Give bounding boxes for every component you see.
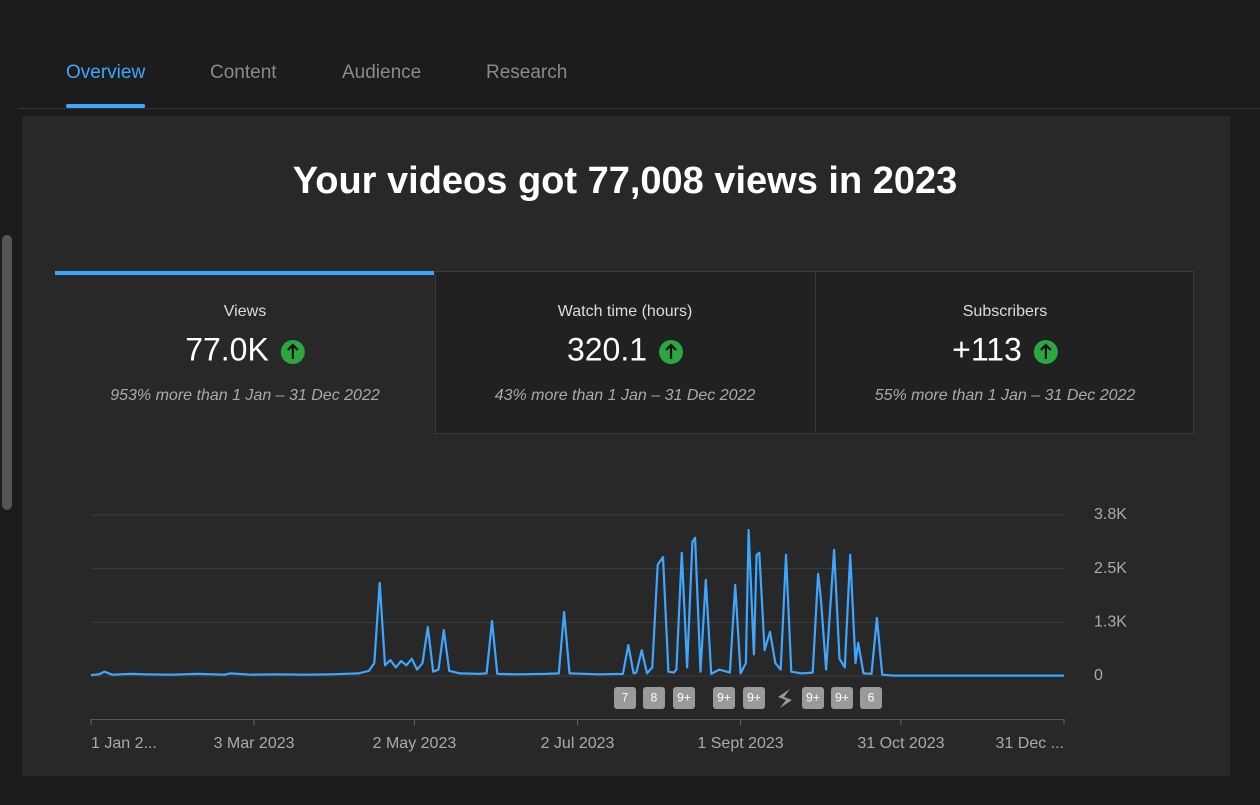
event-marker[interactable]: [831, 687, 853, 709]
x-tick-label: 1 Jan 2...: [91, 735, 157, 752]
event-marker-label: 9+: [677, 691, 691, 705]
tab[interactable]: Audience: [342, 62, 421, 83]
active-card-bar: [55, 271, 434, 275]
tab[interactable]: Research: [486, 62, 567, 83]
card-value: +113: [952, 331, 1022, 367]
up-arrow: [287, 343, 299, 359]
event-marker-label: 9+: [806, 691, 820, 705]
active-card: [55, 271, 435, 434]
card-change: 43% more than 1 Jan – 31 Dec 2022: [495, 387, 756, 404]
card-change: 953% more than 1 Jan – 31 Dec 2022: [110, 387, 380, 404]
event-marker[interactable]: [860, 687, 882, 709]
card-label: Views: [224, 303, 266, 320]
x-tick-label: 1 Sept 2023: [697, 735, 783, 752]
up-arrow: [1040, 343, 1052, 359]
y-tick-label: 3.8K: [1094, 506, 1127, 523]
event-marker-label: 9+: [717, 691, 731, 705]
y-tick-label: 0: [1094, 667, 1103, 684]
event-marker-label: 6: [868, 691, 875, 705]
card-value: 320.1: [567, 331, 647, 367]
event-marker[interactable]: [713, 687, 735, 709]
cards: Views 77.0K 953% more than 1 Jan – 31 Dec …: [110, 303, 1135, 404]
panel: [22, 116, 1230, 776]
event-marker[interactable]: [614, 687, 636, 709]
y-tick-label: 1.3K: [1094, 614, 1127, 631]
x-tick-label: 2 May 2023: [373, 735, 457, 752]
card-label: Watch time (hours): [558, 303, 693, 320]
x-tick-label: 31 Dec ...: [996, 735, 1064, 752]
event-marker-label: 9+: [747, 691, 761, 705]
x-tick-label: 3 Mar 2023: [214, 735, 295, 752]
event-marker[interactable]: [643, 687, 665, 709]
x-tick-label: 2 Jul 2023: [541, 735, 615, 752]
scrollbar: [2, 235, 12, 510]
tab[interactable]: Content: [210, 62, 277, 83]
event-marker[interactable]: [673, 687, 695, 709]
chart: 0 1.3K 2.5K 3.8K 1 Jan 2... 3 Mar 2023 2 May 2…: [90, 506, 1127, 752]
views-line: [90, 528, 1064, 677]
tabs: Overview Content Audience Research: [66, 62, 567, 108]
card-change: 55% more than 1 Jan – 31 Dec 2022: [875, 387, 1136, 404]
event-marker-label: 7: [622, 691, 629, 705]
tab-underline: [66, 104, 146, 108]
headline: Your videos got 77,008 views in 2023: [293, 160, 958, 202]
shorts-icon[interactable]: [778, 689, 792, 708]
up-arrow: [665, 343, 677, 359]
x-tick-label: 31 Oct 2023: [857, 735, 944, 752]
tab[interactable]: Overview: [66, 62, 145, 83]
event-marker[interactable]: [743, 687, 765, 709]
event-marker-label: 8: [651, 691, 658, 705]
card-value: 77.0K: [185, 331, 269, 367]
y-tick-label: 2.5K: [1094, 560, 1127, 577]
event-marker[interactable]: [802, 687, 824, 709]
event-marker-label: 9+: [835, 691, 849, 705]
card-label: Subscribers: [963, 303, 1047, 320]
